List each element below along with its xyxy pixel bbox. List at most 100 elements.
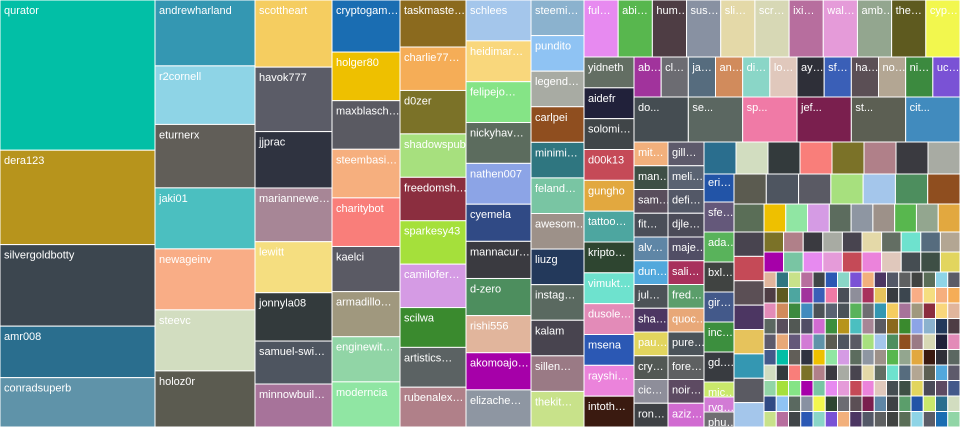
cell-man[interactable]: man…: [633, 165, 670, 190]
cell-unlabeled[interactable]: [861, 333, 875, 350]
cell-sust[interactable]: sus…: [686, 0, 722, 58]
cell-unlabeled[interactable]: [800, 302, 814, 319]
cell-fulic[interactable]: ful…: [583, 0, 619, 58]
cell-ni[interactable]: ni…: [905, 56, 934, 98]
cell-rubenalexan[interactable]: rubenalex…: [399, 386, 467, 427]
cell-dix[interactable]: di…: [742, 56, 771, 98]
cell-unlabeled[interactable]: [861, 251, 883, 273]
cell-unlabeled[interactable]: [800, 411, 814, 427]
cell-unlabeled[interactable]: [763, 203, 787, 233]
cell-unlabeled[interactable]: [898, 349, 912, 366]
cell-jjprac[interactable]: jjprac: [254, 131, 333, 189]
cell-unlabeled[interactable]: [783, 231, 804, 253]
cell-unlabeled[interactable]: [775, 349, 789, 366]
cell-unlabeled[interactable]: [947, 271, 960, 288]
cell-sparkesy43[interactable]: sparkesy43: [399, 220, 467, 265]
cell-unlabeled[interactable]: [763, 287, 777, 304]
cell-unlabeled[interactable]: [886, 411, 900, 427]
cell-unlabeled[interactable]: [849, 302, 863, 319]
cell-unlabeled[interactable]: [733, 255, 765, 282]
cell-unlabeled[interactable]: [822, 251, 843, 273]
cell-uc[interactable]: uc…: [932, 56, 960, 98]
cell-jay[interactable]: ja…: [687, 56, 716, 98]
cell-unlabeled[interactable]: [873, 349, 887, 366]
cell-unlabeled[interactable]: [922, 302, 936, 319]
cell-jef[interactable]: jef...: [796, 96, 852, 143]
cell-unlabeled[interactable]: [886, 380, 900, 397]
cell-legendchew[interactable]: legend…: [530, 70, 585, 108]
cell-unlabeled[interactable]: [910, 271, 924, 288]
cell-share[interactable]: sha…: [633, 307, 669, 333]
cell-unlabeled[interactable]: [861, 411, 875, 427]
cell-unlabeled[interactable]: [935, 318, 949, 335]
cell-artisticscreech[interactable]: artistics…: [399, 346, 467, 388]
cell-unlabeled[interactable]: [900, 231, 922, 253]
cell-unlabeled[interactable]: [733, 402, 765, 427]
cell-unlabeled[interactable]: [849, 411, 863, 427]
cell-unlabeled[interactable]: [824, 380, 838, 397]
cell-unlabeled[interactable]: [861, 318, 875, 335]
cell-unlabeled[interactable]: [873, 287, 887, 304]
cell-unlabeled[interactable]: [935, 411, 949, 427]
cell-pundito[interactable]: pundito: [530, 35, 585, 72]
cell-unlabeled[interactable]: [802, 251, 824, 273]
cell-unlabeled[interactable]: [910, 302, 924, 319]
cell-an[interactable]: an…: [715, 56, 744, 98]
cell-gd[interactable]: gd.…: [703, 351, 735, 383]
cell-cyemela[interactable]: cyemela: [465, 203, 532, 242]
cell-mic[interactable]: mic…: [703, 381, 736, 399]
cell-unlabeled[interactable]: [785, 203, 809, 233]
cell-noir[interactable]: noir…: [667, 379, 705, 404]
cell-unlabeled[interactable]: [800, 395, 814, 412]
cell-tattoodj[interactable]: tattoo…: [583, 210, 635, 243]
cell-unlabeled[interactable]: [824, 302, 838, 319]
cell-cicisaja[interactable]: cic…: [633, 379, 669, 404]
cell-unlabeled[interactable]: [788, 380, 802, 397]
cell-girl[interactable]: gir…: [703, 291, 735, 323]
cell-unlabeled[interactable]: [831, 141, 865, 175]
cell-qurator[interactable]: qurator: [0, 0, 156, 151]
cell-unlabeled[interactable]: [861, 395, 875, 412]
cell-moderncia[interactable]: moderncia: [331, 381, 401, 427]
cell-d0zer[interactable]: d0zer: [399, 89, 467, 135]
cell-unlabeled[interactable]: [775, 411, 789, 427]
cell-unlabeled[interactable]: [733, 377, 765, 404]
cell-liuzg[interactable]: liuzg: [530, 248, 585, 286]
cell-unlabeled[interactable]: [894, 173, 929, 205]
cell-steembasicin[interactable]: steembasi…: [331, 148, 401, 199]
cell-unlabeled[interactable]: [849, 364, 863, 381]
cell-unlabeled[interactable]: [800, 349, 814, 366]
cell-walk[interactable]: wal…: [822, 0, 858, 58]
cell-abl[interactable]: ab…: [633, 56, 662, 98]
cell-rayshiu[interactable]: rayshi…: [583, 364, 635, 397]
cell-unlabeled[interactable]: [802, 231, 824, 253]
cell-intothe[interactable]: intoth…: [583, 395, 635, 427]
cell-heidimarie[interactable]: heidimar…: [465, 40, 532, 83]
cell-unlabeled[interactable]: [800, 333, 814, 350]
cell-unlabeled[interactable]: [872, 203, 896, 233]
cell-unlabeled[interactable]: [733, 231, 765, 257]
cell-unlabeled[interactable]: [824, 318, 838, 335]
cell-unlabeled[interactable]: [898, 411, 912, 427]
cell-quoc[interactable]: quoc…: [667, 307, 707, 333]
cell-unlabeled[interactable]: [798, 173, 832, 205]
cell-ay[interactable]: ay…: [796, 56, 825, 98]
cell-unlabeled[interactable]: [837, 411, 851, 427]
cell-unlabeled[interactable]: [927, 173, 960, 205]
cell-bxl[interactable]: bxl…: [703, 261, 735, 293]
cell-unlabeled[interactable]: [922, 349, 936, 366]
cell-unlabeled[interactable]: [886, 364, 900, 381]
cell-dune[interactable]: dun…: [633, 260, 669, 285]
cell-unlabeled[interactable]: [935, 380, 949, 397]
cell-minimining[interactable]: minimi…: [530, 141, 585, 179]
cell-sp[interactable]: sp...: [742, 96, 798, 143]
cell-r2cornell[interactable]: r2cornell: [154, 65, 256, 125]
cell-unlabeled[interactable]: [910, 333, 924, 350]
cell-ericet[interactable]: eri…: [703, 171, 735, 203]
cell-unlabeled[interactable]: [775, 318, 789, 335]
cell-unlabeled[interactable]: [849, 380, 863, 397]
cell-unlabeled[interactable]: [788, 411, 802, 427]
cell-unlabeled[interactable]: [733, 353, 765, 379]
cell-unlabeled[interactable]: [910, 395, 924, 412]
cell-unlabeled[interactable]: [763, 231, 785, 253]
